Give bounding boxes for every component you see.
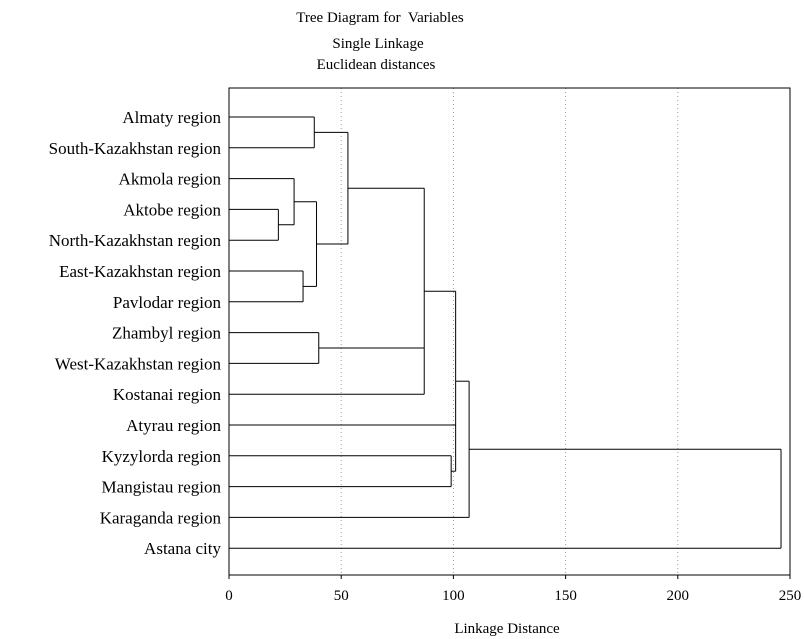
leaf-label: Almaty region — [122, 108, 221, 127]
x-tick-label-50: 50 — [334, 588, 349, 604]
x-tick-label-150: 150 — [554, 588, 577, 604]
leaf-label: Atyrau region — [126, 416, 221, 435]
leaf-label: Karaganda region — [100, 508, 222, 527]
x-tick-label-0: 0 — [225, 588, 233, 604]
x-tick-label-200: 200 — [667, 588, 690, 604]
chart-subtitle-linkage: Single Linkage — [332, 36, 424, 52]
leaf-label: Zhambyl region — [112, 324, 222, 343]
leaf-label: West-Kazakhstan region — [55, 354, 222, 373]
leaf-labels: Almaty region South-Kazakhstan region Akmo… — [49, 108, 222, 558]
leaf-label: Akmola region — [119, 170, 222, 189]
leaf-label: East-Kazakhstan region — [59, 262, 221, 281]
x-axis-title: Linkage Distance — [454, 621, 560, 637]
leaf-label: Aktobe region — [123, 200, 221, 219]
chart-subtitle-distance: Euclidean distances — [317, 57, 436, 73]
x-tick-label-250: 250 — [779, 588, 802, 604]
dendrogram-links — [229, 116, 782, 549]
chart-title: Tree Diagram for Variables — [296, 10, 464, 26]
x-axis-ticks: 0 50 100 150 200 250 — [225, 575, 801, 604]
leaf-label: Kostanai region — [113, 385, 222, 404]
leaf-label: North-Kazakhstan region — [49, 231, 222, 250]
leaf-label: Pavlodar region — [113, 293, 222, 312]
leaf-label: Mangistau region — [102, 478, 222, 497]
leaf-label: Kyzylorda region — [102, 447, 222, 466]
x-tick-label-100: 100 — [442, 588, 465, 604]
plot-frame — [228, 87, 791, 576]
leaf-label: Astana city — [144, 539, 221, 558]
grid-lines — [340, 88, 679, 575]
leaf-label: South-Kazakhstan region — [49, 139, 222, 158]
